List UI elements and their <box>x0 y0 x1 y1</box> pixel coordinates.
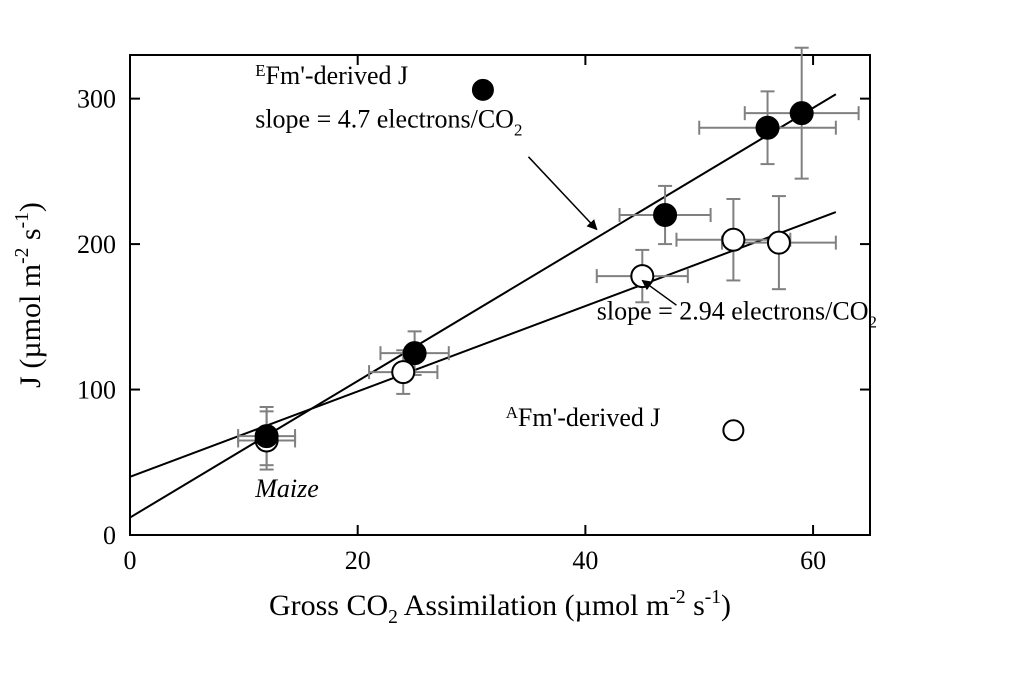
legend-item-2: AFm'-derived J <box>506 403 661 432</box>
data-point <box>404 342 426 364</box>
data-point <box>722 229 744 251</box>
y-tick-label: 300 <box>77 85 116 114</box>
data-point <box>256 425 278 447</box>
x-tick-label: 0 <box>124 546 137 575</box>
legend-marker-filled-icon <box>473 80 493 100</box>
scatter-chart: 0 20 40 60 0 100 200 300 Gross CO2 Assimilation … <box>0 0 1016 673</box>
x-tick-label: 20 <box>345 546 371 575</box>
y-tick-label: 0 <box>103 521 116 550</box>
data-point <box>757 117 779 139</box>
chart-bg <box>0 0 1016 673</box>
x-tick-label: 40 <box>572 546 598 575</box>
data-point <box>768 232 790 254</box>
y-tick-label: 200 <box>77 230 116 259</box>
data-point <box>654 204 676 226</box>
chart-container: 0 20 40 60 0 100 200 300 Gross CO2 Assimilation … <box>0 0 1016 673</box>
y-axis-label: J (µmol m-2 s-1) <box>12 202 47 388</box>
data-point <box>631 265 653 287</box>
y-tick-label: 100 <box>77 376 116 405</box>
legend-item-1: EFm'-derived J <box>255 61 408 90</box>
x-axis-label: Gross CO2 Assimilation (µmol m-2 s-1) <box>269 587 731 628</box>
maize-label: Maize <box>254 474 319 503</box>
legend-marker-open-icon <box>723 420 743 440</box>
data-point <box>791 102 813 124</box>
x-tick-label: 60 <box>800 546 826 575</box>
